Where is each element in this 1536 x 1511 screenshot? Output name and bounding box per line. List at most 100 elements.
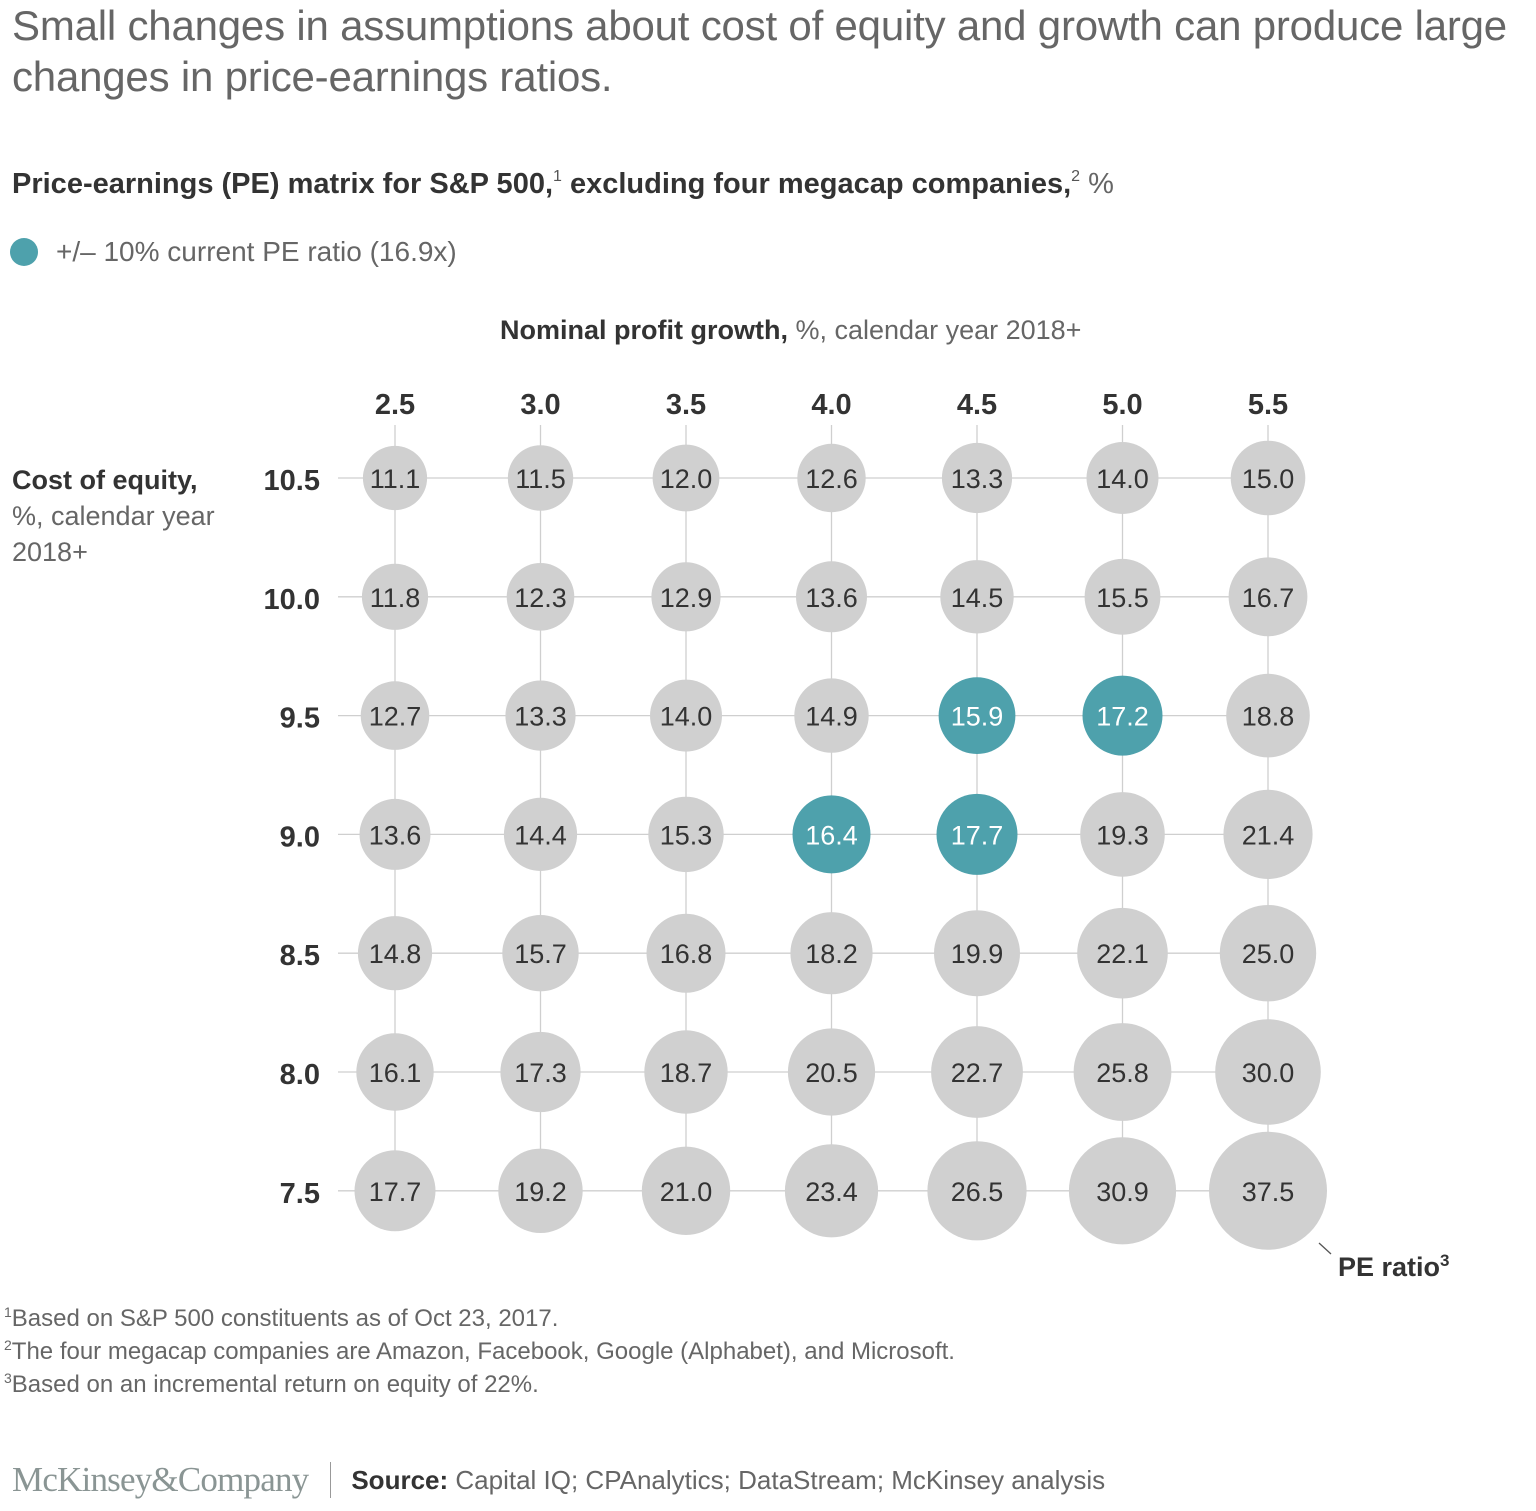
bubble-value-label: 37.5 [1242,1177,1295,1207]
subtitle-main: Price-earnings (PE) matrix for S&P 500, [12,168,554,200]
bubble-highlighted: 16.4 [792,795,871,874]
y-tick-labels: 10.5 10.0 9.5 9.0 8.5 8.0 7.5 [264,465,320,1210]
x-tick-label: 4.5 [957,389,997,421]
bubble-value-label: 14.0 [660,702,713,732]
bubble-circle [500,1031,581,1113]
bubble-value-label: 17.3 [514,1058,567,1088]
bubble: 17.7 [354,1150,436,1232]
bubble-highlighted: 17.7 [936,793,1018,875]
bubble-circle [1084,558,1161,635]
y-tick-label: 8.0 [280,1059,320,1091]
y-axis-title-rest: %, calendar year 2018+ [12,501,215,567]
bubble: 14.4 [503,797,578,872]
bubble-matrix-chart: 2.5 3.0 3.5 4.0 4.5 5.0 5.5 10.5 10.0 9.5 9.0 8.5 8… [264,389,1450,1282]
y-tick-label: 8.5 [280,940,320,972]
bubble-value-label: 18.2 [805,939,858,969]
chart-subtitle: Price-earnings (PE) matrix for S&P 500,1… [12,168,1114,201]
bubble-value-label: 13.3 [951,464,1004,494]
bubble-value-label: 12.3 [514,583,567,613]
bubble: 21.0 [641,1146,731,1236]
bubble-value-label: 11.8 [370,583,421,613]
bubble-circle [927,1141,1027,1241]
bubble-value-label: 15.5 [1096,583,1149,613]
bubble-value-label: 19.9 [951,939,1004,969]
bubble: 13.6 [796,561,867,633]
bubble-circle [1073,1023,1172,1121]
bubble-value-label: 14.0 [1096,464,1149,494]
bubble-circle [361,563,429,630]
bubble: 11.8 [361,563,429,630]
y-axis-title: Cost of equity, %, calendar year 2018+ [12,462,242,570]
y-axis-title-bold: Cost of equity, [12,465,198,495]
bubble: 12.0 [652,444,720,512]
bubble-value-label: 13.6 [805,583,858,613]
bubble-circle [507,445,574,511]
bubble: 30.0 [1215,1019,1321,1125]
y-tick-label: 7.5 [280,1178,320,1210]
bubble-circle [797,443,866,513]
bubble: 14.5 [940,560,1014,634]
bubble-value-label: 12.7 [369,702,422,732]
bubble: 17.3 [500,1031,581,1113]
bubble-circle [641,1146,731,1236]
bubble-circle [505,680,576,751]
bubble-circle [503,797,578,872]
bubble-value-label: 15.9 [951,702,1004,732]
bubble-circle [1226,673,1310,758]
bubble-value-label: 25.8 [1096,1058,1149,1088]
bubble-circle [356,1033,434,1111]
bubble-value-label: 18.8 [1242,702,1295,732]
bubble-circle [650,679,722,752]
bubble-circle [1080,792,1165,877]
y-tick-label: 10.0 [264,584,320,616]
legend-label: +/– 10% current PE ratio (16.9x) [56,236,457,267]
x-tick-label: 2.5 [375,389,415,421]
x-tick-label: 3.5 [666,389,706,421]
bubble-circle [934,910,1020,997]
x-axis-title: Nominal profit growth, %, calendar year … [500,315,1081,346]
bubble: 13.3 [505,680,576,751]
bubble-value-label: 12.0 [660,464,713,494]
bubble-value-label: 12.9 [660,583,713,613]
bubble-value-label: 16.8 [660,939,713,969]
bubble-circle [784,1144,879,1238]
bubble-circle [1230,440,1306,516]
bubble-highlighted: 15.9 [938,677,1016,754]
bubble-value-label: 22.7 [951,1058,1004,1088]
bubble-circle [354,1150,436,1232]
bubble-value-label: 21.0 [660,1177,713,1207]
bubble-circle [651,562,721,632]
bubble-value-label: 18.7 [660,1058,713,1088]
bubble-value-label: 19.2 [514,1177,567,1207]
bubble-value-label: 11.5 [515,464,566,494]
bubble: 18.7 [644,1030,728,1114]
bubble: 13.6 [359,798,431,870]
legend-swatch-highlight [10,238,38,266]
bubble-value-label: 16.1 [369,1058,422,1088]
bubble: 14.0 [1086,442,1159,514]
bubble-circle [790,912,873,995]
bubble: 15.3 [648,796,724,873]
bubble-circle [787,1028,876,1116]
y-tick-label: 9.5 [280,703,320,735]
bubble: 22.1 [1077,907,1168,999]
bubble: 20.5 [787,1028,876,1116]
bubble-value-label: 12.6 [805,464,858,494]
x-tick-label: 5.0 [1102,389,1142,421]
bubble-value-label: 17.2 [1096,702,1149,732]
bubble: 18.8 [1226,673,1310,758]
footnotes: 1Based on S&P 500 constituents as of Oct… [4,1302,955,1401]
bubble-circle [357,916,433,991]
bubble-circle [359,798,431,870]
bubble: 12.3 [506,563,575,631]
footnote-1: 1Based on S&P 500 constituents as of Oct… [4,1304,559,1332]
bubble: 30.9 [1068,1137,1177,1245]
bubble: 26.5 [927,1141,1027,1241]
bubble-circle [1219,905,1317,1002]
bubble-circle [506,563,575,631]
bubble-value-label: 26.5 [951,1177,1004,1207]
bubble-value-label: 20.5 [805,1058,858,1088]
bubble-circle [498,1148,583,1234]
bubble-value-label: 15.7 [514,939,567,969]
bubble-circle [648,796,724,873]
